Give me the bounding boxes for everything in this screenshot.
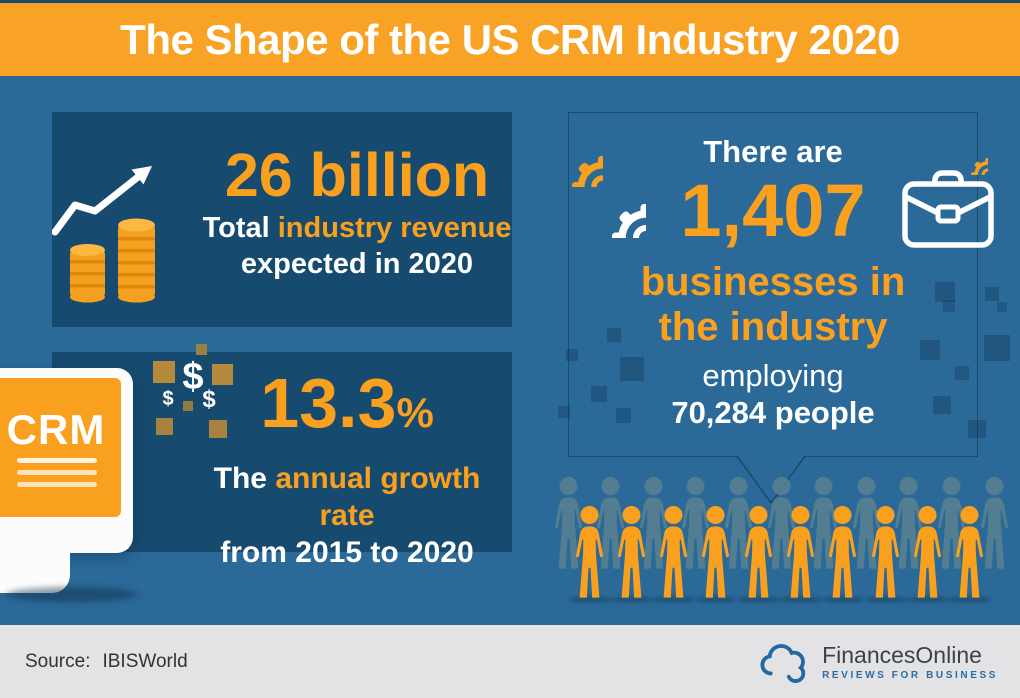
growth-text: 13.3% The annual growth rate from 2015 t… bbox=[182, 364, 512, 571]
decor-square bbox=[620, 357, 644, 381]
decor-square bbox=[935, 282, 955, 302]
source-label: Source: bbox=[25, 650, 91, 672]
person-shadow bbox=[906, 596, 949, 603]
logo-name: FinancesOnline bbox=[822, 641, 982, 668]
businesses-highlight: businesses in the industry bbox=[640, 260, 906, 349]
financesonline-logo: FinancesOnline REVIEWS FOR BUSINESS bbox=[758, 641, 998, 683]
trend-arrow-icon bbox=[52, 166, 152, 236]
person-shadow bbox=[568, 596, 611, 603]
source-note: Source: IBISWorld bbox=[25, 651, 188, 673]
gear-icon-white bbox=[578, 170, 646, 238]
person-icon bbox=[892, 476, 925, 571]
decor-square bbox=[607, 328, 621, 342]
person-shadow bbox=[822, 596, 865, 603]
person-icon bbox=[869, 505, 902, 600]
decor-square bbox=[566, 349, 578, 361]
monitor-label: CRM bbox=[6, 406, 106, 453]
cloud-logo-icon bbox=[760, 643, 806, 683]
businesses-value: 1,407 bbox=[680, 169, 866, 252]
monitor-stand bbox=[0, 553, 70, 593]
top-accent-strip bbox=[0, 0, 1020, 3]
decor-square bbox=[943, 300, 955, 312]
monitor-screen: CRM bbox=[0, 378, 121, 517]
logo-text: FinancesOnline REVIEWS FOR BUSINESS bbox=[822, 641, 998, 681]
person-icon bbox=[552, 476, 585, 571]
decor-square bbox=[616, 408, 631, 423]
monitor-text-line bbox=[17, 458, 97, 463]
person-shadow bbox=[737, 596, 780, 603]
decor-square bbox=[920, 340, 940, 360]
header: The Shape of the US CRM Industry 2020 bbox=[0, 3, 1020, 76]
growth-value: 13.3% bbox=[260, 364, 434, 442]
businesses-intro: There are bbox=[703, 134, 843, 169]
monitor-text-line bbox=[17, 482, 97, 487]
person-icon bbox=[826, 505, 859, 600]
decor-square bbox=[985, 287, 999, 301]
revenue-desc-line2: expected in 2020 bbox=[240, 248, 474, 280]
footer: Source: IBISWorld FinancesOnline REVIEWS … bbox=[0, 625, 1020, 698]
revenue-text: 26 billion Total industry revenue expect… bbox=[157, 140, 557, 282]
businesses-employing: employing bbox=[702, 358, 844, 393]
decor-square bbox=[984, 335, 1010, 361]
person-icon bbox=[953, 505, 986, 600]
speech-bubble-tail bbox=[736, 454, 806, 504]
person-icon bbox=[742, 505, 775, 600]
person-icon bbox=[594, 476, 627, 571]
decor-square bbox=[933, 396, 951, 414]
svg-text:$: $ bbox=[182, 356, 203, 398]
person-icon bbox=[935, 476, 968, 571]
growth-desc-line2: from 2015 to 2020 bbox=[220, 536, 474, 569]
person-shadow bbox=[864, 596, 907, 603]
person-icon bbox=[850, 476, 883, 571]
person-shadow bbox=[780, 596, 822, 603]
person-shadow bbox=[610, 596, 653, 603]
growth-arrow-coins-icon bbox=[52, 166, 155, 303]
monitor-text-line bbox=[17, 470, 97, 475]
person-icon bbox=[911, 505, 944, 600]
svg-text:$: $ bbox=[202, 386, 216, 413]
businesses-text: There are 1,407 businesses in the indust… bbox=[568, 112, 978, 430]
source-value: IBISWorld bbox=[102, 650, 188, 672]
person-icon bbox=[657, 505, 690, 600]
decor-square bbox=[558, 406, 570, 418]
person-icon bbox=[573, 505, 606, 600]
person-icon bbox=[615, 505, 648, 600]
page-title: The Shape of the US CRM Industry 2020 bbox=[120, 15, 900, 63]
dollar-squares-icon: $ $ $ bbox=[153, 344, 233, 438]
person-icon bbox=[637, 476, 670, 571]
decor-square bbox=[997, 302, 1007, 312]
decor-square bbox=[591, 386, 607, 402]
revenue-value: 26 billion bbox=[224, 141, 490, 209]
revenue-desc: Total industry revenue bbox=[202, 212, 512, 244]
person-shadow bbox=[653, 596, 696, 603]
svg-text:$: $ bbox=[162, 388, 173, 410]
logo-tagline: REVIEWS FOR BUSINESS bbox=[822, 669, 998, 681]
decor-square bbox=[955, 366, 969, 380]
coin-stack-icon bbox=[70, 218, 155, 303]
person-icon bbox=[784, 505, 817, 600]
briefcase-icon bbox=[902, 170, 994, 248]
person-icon bbox=[978, 476, 1011, 571]
person-icon bbox=[699, 505, 732, 600]
monitor-shadow bbox=[6, 587, 138, 602]
growth-desc: The annual growth rate bbox=[213, 462, 481, 532]
person-shadow bbox=[695, 596, 738, 603]
person-shadow bbox=[949, 596, 992, 603]
revenue-panel: 26 billion Total industry revenue expect… bbox=[52, 112, 512, 327]
businesses-people: 70,284 people bbox=[671, 395, 875, 430]
